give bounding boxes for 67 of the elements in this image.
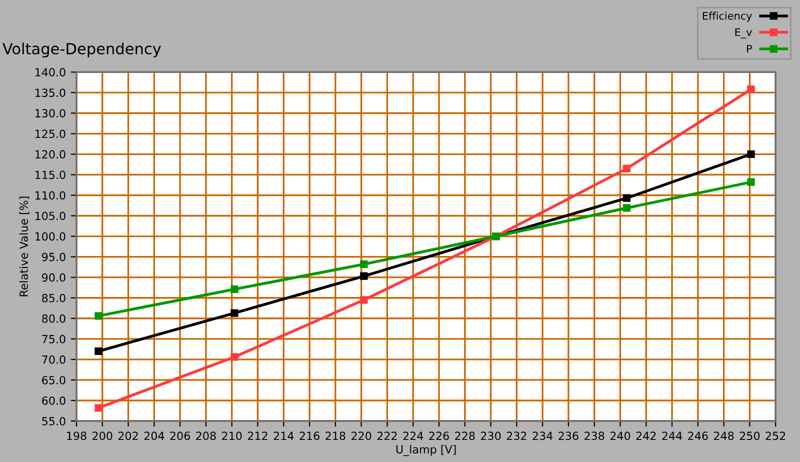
point bbox=[622, 194, 631, 202]
x-tick-label: 210 bbox=[222, 432, 242, 440]
point bbox=[230, 353, 238, 361]
x-tick-label: 222 bbox=[377, 432, 397, 440]
x-tick-label: 252 bbox=[766, 432, 786, 440]
y-tick-label: 120.0 bbox=[35, 150, 66, 159]
y-tick-label: 115.0 bbox=[35, 170, 66, 180]
x-tick-label: 234 bbox=[532, 432, 553, 440]
x-tick-label: 240 bbox=[610, 432, 630, 440]
x-tick-label: 200 bbox=[92, 432, 112, 440]
x-tick-label: 212 bbox=[248, 432, 268, 440]
x-tick-label: 218 bbox=[326, 432, 346, 440]
y-tick-label: 55.0 bbox=[42, 416, 66, 426]
x-tick-label: 202 bbox=[118, 432, 138, 440]
y-tick-label: 110.0 bbox=[35, 191, 66, 200]
x-tick-label: 216 bbox=[300, 432, 320, 440]
x-tick-label: 250 bbox=[740, 432, 760, 440]
point bbox=[360, 260, 368, 268]
y-tick-label: 125.0 bbox=[35, 130, 66, 138]
x-tick-label: 214 bbox=[274, 432, 294, 440]
legend-label: Efficiency bbox=[702, 12, 752, 22]
x-tick-label: 224 bbox=[403, 432, 424, 440]
y-tick-label: 85.0 bbox=[42, 294, 66, 302]
y-tick-label: 105.0 bbox=[35, 212, 66, 220]
point bbox=[94, 404, 102, 412]
y-tick-label: 135.0 bbox=[35, 88, 66, 97]
y-tick-label: 100.0 bbox=[35, 232, 66, 241]
x-tick-label: 246 bbox=[688, 432, 708, 440]
legend-label: E_v bbox=[735, 28, 752, 38]
x-tick-label: 236 bbox=[558, 432, 578, 440]
point bbox=[230, 285, 238, 294]
point bbox=[94, 312, 102, 320]
point bbox=[622, 204, 631, 212]
point bbox=[747, 150, 755, 158]
x-tick-label: 242 bbox=[636, 432, 656, 440]
x-tick-label: 248 bbox=[714, 432, 734, 440]
x-tick-label: 226 bbox=[429, 432, 449, 440]
y-tick-label: 130.0 bbox=[35, 109, 66, 118]
x-tick-label: 208 bbox=[196, 432, 216, 440]
x-axis-title: U_lamp [V] bbox=[396, 444, 456, 456]
point bbox=[747, 85, 755, 94]
x-tick-label: 206 bbox=[170, 432, 190, 440]
y-tick-label: 80.0 bbox=[42, 314, 66, 323]
x-tick-label: 230 bbox=[480, 432, 501, 440]
x-tick-label: 238 bbox=[584, 432, 604, 440]
legend-label: P bbox=[746, 44, 752, 53]
y-tick-label: 60.0 bbox=[42, 396, 66, 405]
x-tick-label: 228 bbox=[455, 432, 475, 440]
point bbox=[360, 296, 368, 304]
point bbox=[94, 347, 102, 356]
y-tick-label: 70.0 bbox=[42, 355, 66, 364]
x-tick-label: 204 bbox=[144, 432, 164, 440]
y-tick-label: 75.0 bbox=[42, 334, 66, 344]
point bbox=[360, 272, 368, 280]
x-tick-label: 220 bbox=[352, 432, 372, 440]
point bbox=[230, 309, 238, 317]
y-axis-title: Relative Value [%] bbox=[19, 196, 30, 296]
y-tick-label: 95.0 bbox=[42, 252, 66, 262]
chart-title: Voltage-Dependency bbox=[2, 42, 161, 58]
y-tick-label: 65.0 bbox=[42, 376, 66, 384]
x-tick-label: 244 bbox=[662, 432, 682, 440]
point bbox=[747, 178, 755, 186]
y-tick-label: 140.0 bbox=[35, 68, 66, 76]
x-tick-label: 198 bbox=[67, 432, 86, 440]
point bbox=[622, 164, 631, 172]
y-tick-label: 90.0 bbox=[42, 273, 66, 282]
x-tick-label: 232 bbox=[506, 432, 526, 440]
